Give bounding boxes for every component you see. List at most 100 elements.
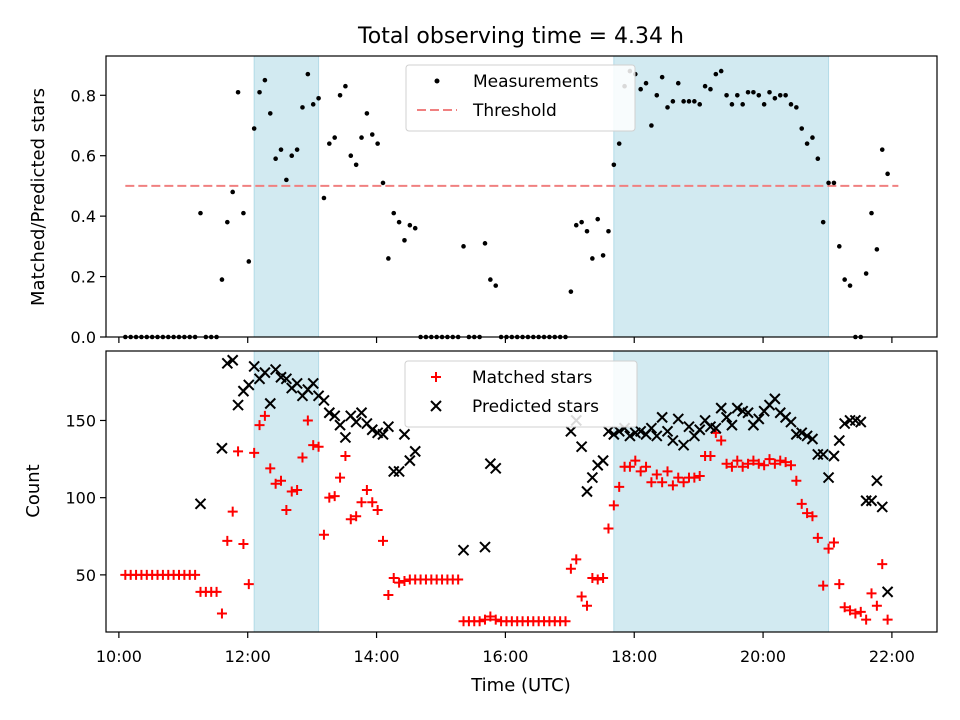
measurement-point [869, 211, 874, 216]
predicted-star-point [459, 545, 469, 555]
measurement-point [493, 283, 498, 288]
legend-label: Predicted stars [472, 397, 599, 417]
measurement-point [257, 90, 262, 95]
matched-star-point [340, 451, 350, 461]
measurement-point [649, 123, 654, 128]
matched-star-point [453, 575, 463, 585]
measurement-point [306, 72, 311, 77]
matched-star-point [238, 539, 248, 549]
measurement-point [198, 211, 203, 216]
shaded-interval [254, 56, 318, 337]
measurement-point [794, 105, 799, 110]
matched-star-point [330, 491, 340, 501]
measurement-point [230, 190, 235, 195]
measurement-point [413, 226, 418, 231]
matched-star-point [856, 607, 866, 617]
measurement-point [408, 223, 413, 228]
x-tick-label: 16:00 [482, 647, 528, 666]
y-tick-label: 0.6 [71, 147, 96, 166]
measurement-point [671, 99, 676, 104]
measurement-point [300, 105, 305, 110]
measurement-point [783, 93, 788, 98]
top-legend: MeasurementsThreshold [406, 65, 635, 131]
matched-star-point [222, 536, 232, 546]
predicted-star-point [335, 420, 345, 430]
matched-star-point [598, 573, 608, 583]
matched-star-point [367, 497, 377, 507]
matched-star-point [883, 615, 893, 625]
y-tick-label: 0.4 [71, 207, 96, 226]
measurement-point [273, 156, 278, 161]
measurement-point [370, 132, 375, 137]
bottom-legend: Matched stars Predicted stars [405, 361, 637, 427]
measurement-point [826, 181, 831, 186]
y-tick-label: 0.2 [71, 268, 96, 287]
x-tick-label: 14:00 [354, 647, 400, 666]
measurement-point [585, 229, 590, 234]
measurement-point [644, 81, 649, 86]
measurement-point [284, 178, 289, 183]
measurement-point [311, 102, 316, 107]
matched-star-point [399, 576, 409, 586]
measurement-point [703, 84, 708, 89]
measurement-point [601, 253, 606, 258]
measurement-point [735, 93, 740, 98]
measurement-point [574, 223, 579, 228]
top-panel: 0.00.20.40.60.8 Matched/Predicted stars … [28, 56, 937, 347]
measurement-point [391, 211, 396, 216]
measurement-point [665, 105, 670, 110]
measurement-point [681, 99, 686, 104]
measurement-point [660, 75, 665, 80]
measurement-point [246, 259, 251, 264]
measurement-point [832, 181, 837, 186]
measurement-point [778, 93, 783, 98]
measurement-point [638, 87, 643, 92]
measurement-point [483, 241, 488, 246]
measurement-point [756, 93, 761, 98]
matched-star-point [829, 537, 839, 547]
predicted-star-point [883, 587, 893, 597]
measurement-point [579, 220, 584, 225]
predicted-star-point [357, 408, 367, 418]
predicted-star-point [351, 417, 361, 427]
measurement-point [821, 220, 826, 225]
measurement-point [375, 141, 380, 146]
x-tick-label: 12:00 [225, 647, 271, 666]
measurement-point [724, 93, 729, 98]
measurement-point [730, 102, 735, 107]
measurement-point [381, 181, 386, 186]
matched-star-point [582, 601, 592, 611]
measurement-point [488, 277, 493, 282]
predicted-star-point [399, 429, 409, 439]
predicted-star-point [577, 442, 587, 452]
measurement-point [676, 81, 681, 86]
predicted-star-point [405, 456, 415, 466]
predicted-star-point [491, 463, 501, 473]
measurement-point [569, 289, 574, 294]
measurement-point [751, 90, 756, 95]
matched-star-point [362, 485, 372, 495]
measurement-point [762, 102, 767, 107]
measurement-point [773, 96, 778, 101]
measurement-point [885, 172, 890, 177]
predicted-star-point [217, 443, 227, 453]
matched-star-point [389, 573, 399, 583]
measurement-point [220, 277, 225, 282]
measurement-point [842, 277, 847, 282]
legend-label: Matched stars [472, 368, 592, 388]
measurement-point [590, 256, 595, 261]
matched-star-point [861, 615, 871, 625]
y-tick-label: 50 [76, 566, 96, 585]
measurement-point [746, 90, 751, 95]
measurement-point [799, 126, 804, 131]
x-tick-label: 20:00 [740, 647, 786, 666]
chart-title: Total observing time = 4.34 h [357, 24, 684, 49]
measurement-point [295, 147, 300, 152]
measurement-point [714, 72, 719, 77]
measurement-point [348, 153, 353, 158]
measurement-point [617, 141, 622, 146]
top-y-ticks: 0.0 0.2 0.4 0.6 0.8 [71, 86, 106, 347]
top-y-axis-label: Matched/Predicted stars [28, 88, 49, 306]
predicted-star-point [877, 502, 887, 512]
matched-star-point [577, 591, 587, 601]
